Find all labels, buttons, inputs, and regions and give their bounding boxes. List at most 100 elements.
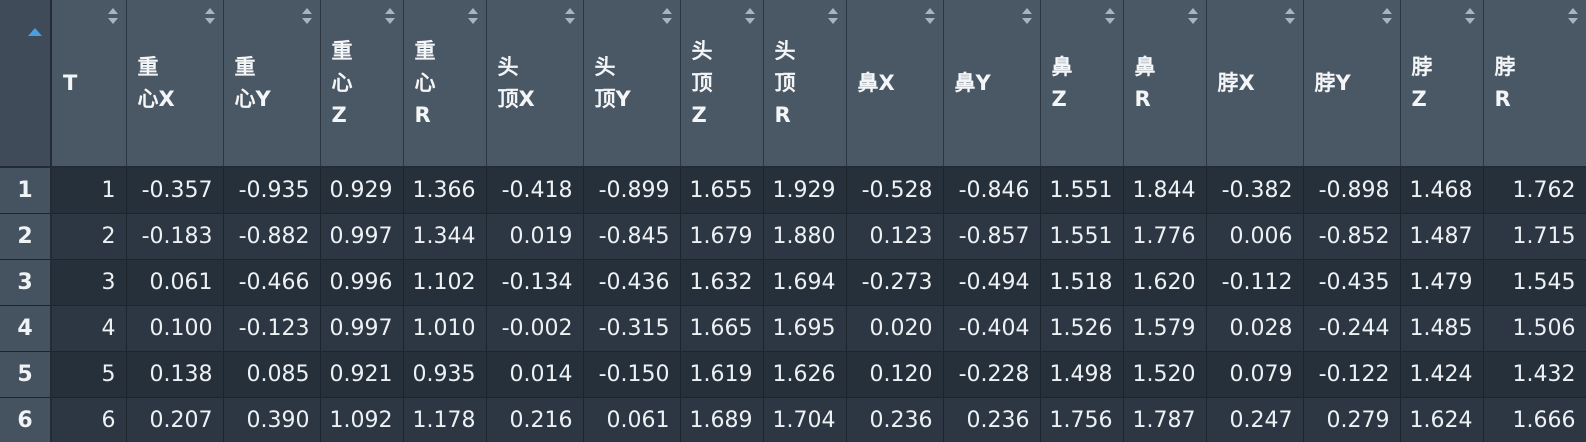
table-cell: 0.079: [1206, 351, 1304, 398]
table-cell: 1.665: [680, 305, 764, 352]
table-cell: 1.545: [1483, 259, 1586, 306]
column-header-label: 脖X: [1217, 71, 1255, 95]
column-header-label: 鼻 Z: [1051, 55, 1073, 111]
column-header[interactable]: 重 心 Z: [320, 0, 404, 168]
column-header[interactable]: 头 顶X: [486, 0, 584, 168]
table-cell: 1.679: [680, 213, 764, 260]
sort-icon[interactable]: [827, 8, 838, 24]
column-header[interactable]: 头 顶 Z: [680, 0, 764, 168]
row-index: 1: [0, 167, 52, 214]
table-cell: 0.014: [486, 351, 584, 398]
table-cell: 5: [51, 351, 127, 398]
row-index-header[interactable]: [0, 0, 52, 168]
sort-icon[interactable]: [384, 8, 395, 24]
sort-icon[interactable]: [1567, 8, 1578, 24]
table-cell: 1.579: [1123, 305, 1207, 352]
table-row[interactable]: 2 2 -0.183 -0.882 0.997 1.344 0.019 -0.845 1.679…: [0, 213, 1586, 260]
table-cell: 0.935: [403, 351, 487, 398]
sort-icon[interactable]: [107, 8, 118, 24]
sort-icon[interactable]: [1381, 8, 1392, 24]
column-header[interactable]: 脖 Z: [1400, 0, 1484, 168]
table-cell: 0.207: [126, 397, 224, 442]
column-header[interactable]: 脖 R: [1483, 0, 1586, 168]
column-header-label: 头 顶 R: [774, 39, 796, 127]
table-cell: -0.150: [583, 351, 681, 398]
table-cell: -0.123: [223, 305, 321, 352]
column-header-label: 重 心 R: [414, 39, 436, 127]
column-header[interactable]: 脖Y: [1303, 0, 1401, 168]
column-header[interactable]: 头 顶Y: [583, 0, 681, 168]
table-cell: 0.019: [486, 213, 584, 260]
table-cell: -0.435: [1303, 259, 1401, 306]
table-cell: 0.006: [1206, 213, 1304, 260]
table-cell: -0.112: [1206, 259, 1304, 306]
table-cell: 1.689: [680, 397, 764, 442]
table-cell: 0.028: [1206, 305, 1304, 352]
table-cell: -0.315: [583, 305, 681, 352]
column-header[interactable]: 脖X: [1206, 0, 1304, 168]
sort-icon[interactable]: [467, 8, 478, 24]
sort-icon[interactable]: [744, 8, 755, 24]
sort-icon[interactable]: [1104, 8, 1115, 24]
column-header[interactable]: 重 心Y: [223, 0, 321, 168]
sort-icon[interactable]: [204, 8, 215, 24]
table-cell: 1.432: [1483, 351, 1586, 398]
sort-icon[interactable]: [661, 8, 672, 24]
column-header-label: 脖 Z: [1411, 55, 1433, 111]
table-cell: -0.418: [486, 167, 584, 214]
sort-icon[interactable]: [924, 8, 935, 24]
table-cell: 1.366: [403, 167, 487, 214]
table-row[interactable]: 4 4 0.100 -0.123 0.997 1.010 -0.002 -0.315 1.665…: [0, 305, 1586, 352]
table-cell: -0.846: [943, 167, 1041, 214]
sort-icon[interactable]: [301, 8, 312, 24]
sort-icon[interactable]: [1021, 8, 1032, 24]
column-header-label: 鼻Y: [954, 71, 991, 95]
table-cell: 0.061: [583, 397, 681, 442]
table-cell: 0.061: [126, 259, 224, 306]
table-cell: 2: [51, 213, 127, 260]
table-cell: 1.632: [680, 259, 764, 306]
row-index: 3: [0, 259, 52, 306]
table-cell: -0.845: [583, 213, 681, 260]
table-cell: 0.236: [943, 397, 1041, 442]
table-cell: 1: [51, 167, 127, 214]
table-row[interactable]: 3 3 0.061 -0.466 0.996 1.102 -0.134 -0.436 1.632…: [0, 259, 1586, 306]
column-header-label: 鼻 R: [1134, 55, 1156, 111]
table-cell: 1.787: [1123, 397, 1207, 442]
table-cell: 0.138: [126, 351, 224, 398]
column-header[interactable]: 重 心 R: [403, 0, 487, 168]
table-cell: 1.344: [403, 213, 487, 260]
column-header-label: 脖Y: [1314, 71, 1351, 95]
table-row[interactable]: 6 6 0.207 0.390 1.092 1.178 0.216 0.061 1.689 1.7…: [0, 397, 1586, 442]
column-header-label: T: [63, 71, 78, 95]
column-header-label: 脖 R: [1494, 55, 1516, 111]
column-header[interactable]: 鼻X: [846, 0, 944, 168]
column-header[interactable]: 鼻 Z: [1040, 0, 1124, 168]
column-header[interactable]: T: [51, 0, 127, 168]
column-header[interactable]: 鼻Y: [943, 0, 1041, 168]
column-header[interactable]: 重 心X: [126, 0, 224, 168]
column-header[interactable]: 鼻 R: [1123, 0, 1207, 168]
table-cell: 1.506: [1483, 305, 1586, 352]
table-cell: 0.247: [1206, 397, 1304, 442]
column-header-label: 鼻X: [857, 71, 895, 95]
sort-ascending-icon[interactable]: [28, 13, 42, 45]
table-cell: -0.494: [943, 259, 1041, 306]
sort-icon[interactable]: [1464, 8, 1475, 24]
table-row[interactable]: 1 1 -0.357 -0.935 0.929 1.366 -0.418 -0.899 1.65…: [0, 167, 1586, 214]
table-cell: 1.624: [1400, 397, 1484, 442]
table-cell: 1.468: [1400, 167, 1484, 214]
table-cell: -0.882: [223, 213, 321, 260]
table-cell: 1.526: [1040, 305, 1124, 352]
table-row[interactable]: 5 5 0.138 0.085 0.921 0.935 0.014 -0.150 1.619 1.…: [0, 351, 1586, 398]
table-cell: 1.479: [1400, 259, 1484, 306]
sort-icon[interactable]: [1284, 8, 1295, 24]
table-cell: 1.092: [320, 397, 404, 442]
sort-icon[interactable]: [564, 8, 575, 24]
grid-body: 1 1 -0.357 -0.935 0.929 1.366 -0.418 -0.899 1.65…: [0, 167, 1586, 442]
table-cell: 0.236: [846, 397, 944, 442]
table-cell: 0.216: [486, 397, 584, 442]
sort-icon[interactable]: [1187, 8, 1198, 24]
column-header[interactable]: 头 顶 R: [763, 0, 847, 168]
table-cell: 1.010: [403, 305, 487, 352]
